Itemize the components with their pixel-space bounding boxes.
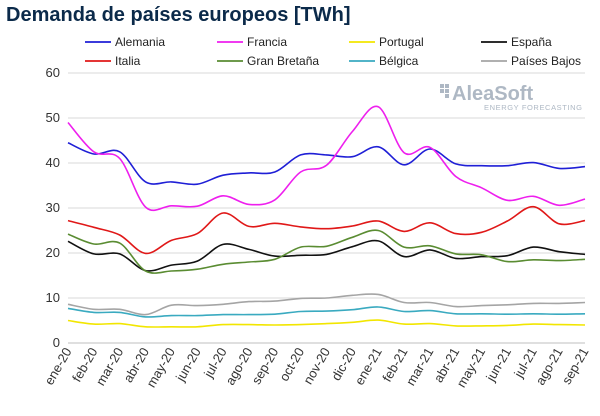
legend-label: Alemania bbox=[115, 35, 165, 49]
legend-label: Gran Bretaña bbox=[247, 54, 319, 68]
legend-item: Gran Bretaña bbox=[217, 54, 319, 68]
series-line-paises-bajos bbox=[67, 293, 586, 316]
legend-label: Países Bajos bbox=[511, 54, 581, 68]
watermark-tagline: ENERGY FORECASTING bbox=[484, 103, 583, 112]
legend-label: Francia bbox=[247, 35, 287, 49]
legend-item: Alemania bbox=[85, 35, 165, 49]
y-tick-label: 10 bbox=[46, 290, 60, 305]
legend-label: Portugal bbox=[379, 35, 424, 49]
legend-label: España bbox=[511, 35, 552, 49]
y-tick-label: 40 bbox=[46, 155, 60, 170]
series-line-alemania bbox=[67, 142, 586, 186]
series-line-belgica bbox=[67, 306, 586, 318]
y-tick-label: 30 bbox=[46, 200, 60, 215]
legend-label: Bélgica bbox=[379, 54, 419, 68]
y-tick-label: 50 bbox=[46, 110, 60, 125]
x-tick-label: nov-20 bbox=[300, 345, 333, 387]
legend: Alemania Francia Portugal España Italia Gran … bbox=[85, 35, 581, 68]
series-line-portugal bbox=[67, 319, 586, 328]
x-tick-label: jun-20 bbox=[172, 345, 204, 385]
legend-item: Francia bbox=[217, 35, 287, 49]
axes: 0102030405060ene-20feb-20mar-20abr-20may… bbox=[41, 65, 591, 390]
legend-label: Italia bbox=[115, 54, 141, 68]
watermark-logo-icon bbox=[440, 84, 449, 98]
y-tick-label: 60 bbox=[46, 65, 60, 80]
y-tick-label: 0 bbox=[53, 335, 60, 350]
legend-item: Países Bajos bbox=[481, 54, 581, 68]
series-line-gran-bretana bbox=[67, 229, 586, 274]
x-tick-label: jun-21 bbox=[482, 345, 514, 385]
series-line-italia bbox=[67, 205, 586, 255]
chart-title: Demanda de países europeos [TWh] bbox=[6, 4, 351, 26]
legend-item: Portugal bbox=[349, 35, 424, 49]
y-tick-label: 20 bbox=[46, 245, 60, 260]
legend-item: Bélgica bbox=[349, 54, 419, 68]
x-tick-label: sep-21 bbox=[559, 345, 592, 387]
x-tick-label: ene-20 bbox=[41, 345, 74, 388]
legend-item: España bbox=[481, 35, 552, 49]
watermark-brand: AleaSoft bbox=[452, 83, 533, 105]
series-line-espana bbox=[67, 239, 586, 272]
x-tick-label: sep-20 bbox=[249, 345, 282, 387]
watermark: AleaSoft ENERGY FORECASTING bbox=[440, 83, 583, 112]
series-lines bbox=[67, 105, 586, 328]
series-line-francia bbox=[67, 105, 586, 212]
legend-item: Italia bbox=[85, 54, 141, 68]
